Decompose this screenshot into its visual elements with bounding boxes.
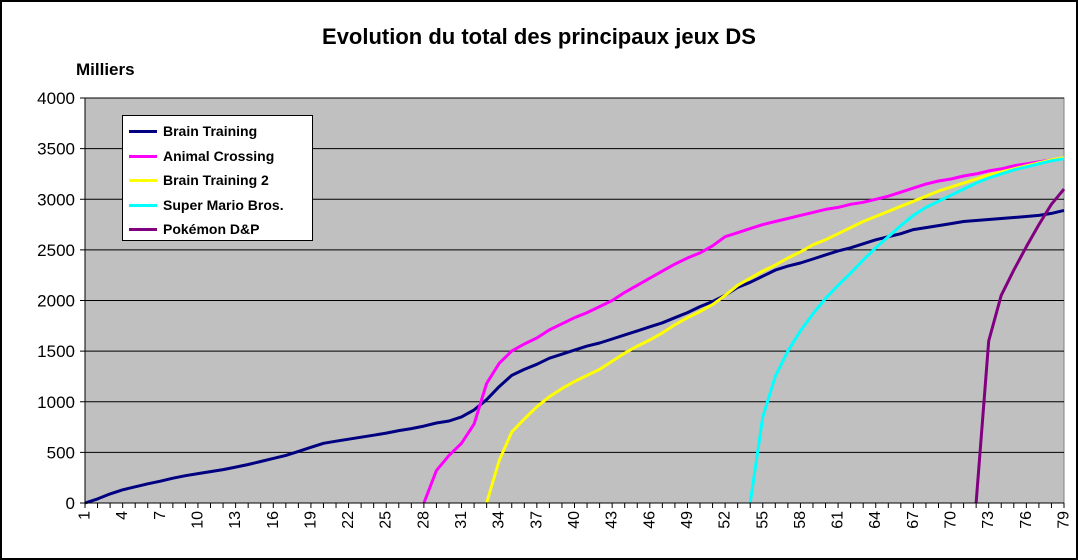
x-tick-label: 22 bbox=[340, 511, 357, 529]
x-tick-label: 49 bbox=[679, 511, 696, 529]
x-tick-label: 79 bbox=[1056, 511, 1073, 529]
y-tick-label: 500 bbox=[47, 443, 75, 462]
y-tick-label: 3500 bbox=[37, 140, 75, 159]
x-tick-label: 34 bbox=[491, 511, 508, 529]
legend-item: Brain Training 2 bbox=[129, 170, 309, 190]
legend-swatch bbox=[129, 179, 157, 182]
x-tick-label: 46 bbox=[641, 511, 658, 529]
legend-item: Super Mario Bros. bbox=[129, 195, 309, 215]
x-tick-label: 1 bbox=[77, 511, 94, 520]
series-line-brain-training bbox=[84, 208, 1065, 505]
series-line-animal-crossing bbox=[422, 157, 1065, 504]
legend-label: Brain Training 2 bbox=[163, 172, 269, 188]
y-tick-label: 3000 bbox=[37, 190, 75, 209]
x-tick-label: 58 bbox=[792, 511, 809, 529]
y-tick-label: 2500 bbox=[37, 241, 75, 260]
y-tick-label: 1000 bbox=[37, 393, 75, 412]
x-tick-label: 52 bbox=[717, 511, 734, 529]
y-tick-label: 2000 bbox=[37, 292, 75, 311]
x-tick-label: 64 bbox=[867, 511, 884, 529]
y-axis-label: Milliers bbox=[76, 60, 135, 79]
y-tick-label: 0 bbox=[66, 494, 75, 513]
series-line-pok-mon-d-p bbox=[974, 188, 1066, 504]
chart-title: Evolution du total des principaux jeux D… bbox=[322, 24, 756, 49]
x-tick-label: 73 bbox=[980, 511, 997, 529]
legend-swatch bbox=[129, 130, 157, 133]
legend-swatch bbox=[129, 203, 157, 207]
legend-label: Super Mario Bros. bbox=[163, 196, 284, 213]
legend-swatch bbox=[129, 154, 157, 158]
y-tick-label: 4000 bbox=[37, 89, 75, 108]
x-tick-label: 25 bbox=[378, 511, 395, 529]
legend-label: Animal Crossing bbox=[163, 147, 275, 164]
x-tick-label: 43 bbox=[604, 511, 621, 529]
legend-item: Brain Training bbox=[129, 121, 309, 141]
x-tick-label: 61 bbox=[830, 511, 847, 529]
x-tick-label: 7 bbox=[152, 511, 169, 520]
x-tick-label: 76 bbox=[1018, 511, 1035, 529]
x-tick-label: 40 bbox=[566, 511, 583, 529]
x-tick-label: 28 bbox=[415, 511, 432, 529]
legend-label: Pokémon D&P bbox=[163, 221, 260, 237]
x-tick-label: 31 bbox=[453, 511, 470, 529]
series-line-brain-training-2 bbox=[485, 156, 1065, 504]
y-tick-label: 1500 bbox=[37, 342, 75, 361]
x-tick-label: 37 bbox=[528, 511, 545, 529]
x-tick-label: 55 bbox=[754, 511, 771, 529]
legend-swatch bbox=[129, 228, 157, 231]
x-tick-label: 19 bbox=[302, 511, 319, 529]
legend-label: Brain Training bbox=[163, 123, 258, 139]
x-tick-label: 16 bbox=[265, 511, 282, 529]
series-line-super-mario-bros bbox=[748, 157, 1065, 504]
legend-item: Pokémon D&P bbox=[129, 219, 309, 239]
x-tick-label: 4 bbox=[114, 511, 131, 520]
legend: Brain Training Animal Crossing Brain Train… bbox=[122, 115, 313, 241]
x-tick-label: 70 bbox=[943, 511, 960, 529]
x-tick-label: 13 bbox=[227, 511, 244, 529]
legend-item: Animal Crossing bbox=[129, 146, 309, 166]
x-tick-label: 67 bbox=[905, 511, 922, 529]
x-tick-label: 10 bbox=[189, 511, 206, 529]
